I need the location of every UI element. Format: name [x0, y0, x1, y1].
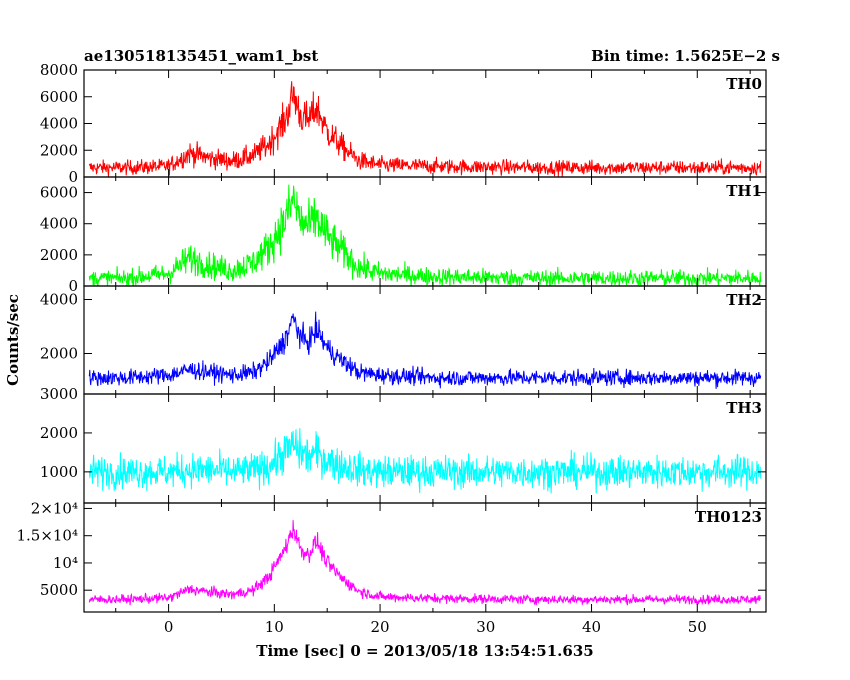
series-th0	[88, 81, 762, 177]
bin-time-label: Bin time: 1.5625E−2 s	[591, 47, 780, 65]
series-th2	[88, 311, 762, 389]
x-tick-label: 50	[688, 618, 707, 636]
y-tick-label: 4000	[40, 115, 78, 133]
chart-title: ae130518135451_wam1_bst	[84, 47, 318, 65]
y-tick-label: 8000	[40, 61, 78, 79]
y-tick-label: 1000	[40, 463, 78, 481]
y-tick-label: 2000	[40, 141, 78, 159]
x-tick-label: 40	[582, 618, 601, 636]
panel-frame	[83, 393, 767, 504]
y-tick-label: 2×10⁴	[31, 499, 78, 517]
series-th1	[88, 184, 762, 286]
y-tick-label: 3000	[40, 385, 78, 403]
y-tick-label: 1.5×10⁴	[16, 527, 78, 545]
panel-label: TH2	[726, 291, 762, 309]
panel-label: TH0123	[695, 508, 762, 526]
y-tick-label: 2000	[40, 345, 78, 363]
x-tick-label: 0	[164, 618, 174, 636]
y-tick-label: 4000	[40, 291, 78, 309]
panel-th0123: TH0123 5000 10⁴ 1.5×10⁴ 2×10⁴	[16, 499, 767, 613]
panels-group: TH0 0 2000 4000 6000 8000 TH1 0 2000 4000 6000 TH2 2…	[16, 61, 767, 636]
y-tick-label: 2000	[40, 424, 78, 442]
x-tick-label: 20	[371, 618, 390, 636]
y-axis-label: Counts/sec	[4, 294, 22, 386]
y-tick-label: 6000	[40, 88, 78, 106]
series-th0123	[88, 520, 762, 606]
y-tick-label: 10⁴	[53, 554, 78, 572]
y-tick-label: 2000	[40, 246, 78, 264]
x-tick-label: 10	[265, 618, 284, 636]
x-tick-label: 30	[476, 618, 495, 636]
panel-frame	[83, 502, 767, 613]
panel-th3: TH3 1000 2000 3000	[40, 385, 767, 504]
panel-label: TH1	[726, 182, 762, 200]
y-tick-label: 4000	[40, 215, 78, 233]
panel-label: TH3	[726, 399, 762, 417]
x-axis-label: Time [sec] 0 = 2013/05/18 13:54:51.635	[256, 642, 593, 660]
y-tick-label: 6000	[40, 184, 78, 202]
panel-label: TH0	[726, 75, 762, 93]
panel-th1: TH1 0 2000 4000 6000	[40, 176, 767, 295]
y-tick-label: 0	[68, 168, 78, 186]
series-th3	[88, 428, 762, 494]
y-tick-label: 0	[68, 277, 78, 295]
y-tick-label: 5000	[40, 581, 78, 599]
panel-th0: TH0 0 2000 4000 6000 8000	[40, 61, 767, 186]
panel-th2: TH2 2000 4000	[40, 285, 767, 395]
